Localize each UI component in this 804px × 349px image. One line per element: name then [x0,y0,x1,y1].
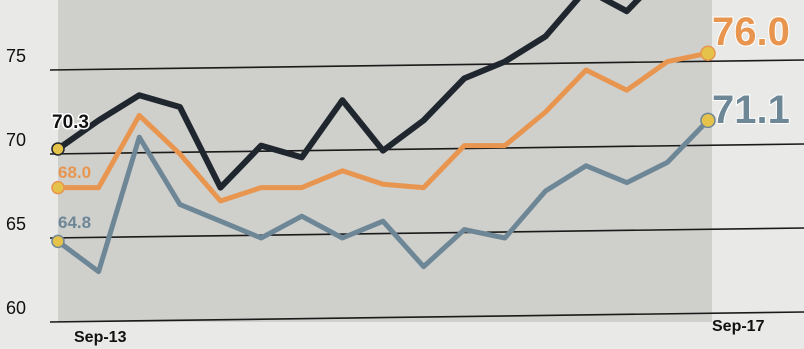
plot-area-shade [58,0,712,322]
series-1-start-marker [51,142,65,156]
series-3-start-label: 64.8 [58,213,91,232]
series-3-start-marker [51,234,65,249]
gridline-65 [49,227,804,239]
x-tick-label-start: Sep-13 [74,329,127,346]
series-group [51,0,716,275]
x-axis: Sep-13 Sep-17 [74,318,765,346]
y-tick-label-75: 75 [6,46,26,66]
series-2-line [55,50,711,204]
series-2-start-marker [51,180,65,195]
series-2-start-label: 68.0 [58,163,91,182]
series-3-end-marker [700,112,716,129]
series-2-end-marker [700,45,716,61]
series-1-line [55,0,642,191]
series-1-start-label: 70.3 [52,112,89,133]
y-tick-label-65: 65 [6,214,26,234]
y-tick-label-70: 70 [6,130,26,150]
y-tick-label-60: 60 [6,298,26,318]
series-3-line [55,117,711,275]
gridline-60 [49,311,804,323]
data-labels: 70.3 68.0 64.8 76.0 71.1 [51,9,791,232]
series-2-end-label: 76.0 [712,10,790,54]
x-tick-label-end: Sep-17 [712,318,765,335]
y-axis: 60 65 70 75 [6,46,26,318]
series-3-end-label: 71.1 [712,88,790,132]
